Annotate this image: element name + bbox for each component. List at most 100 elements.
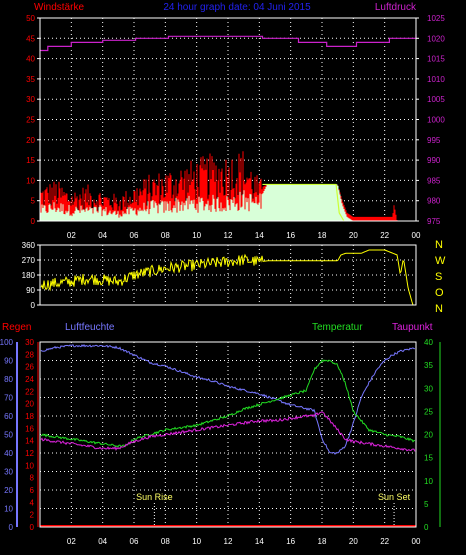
temperature-tick-label: 20 [424, 431, 433, 440]
wind-tick-label: 5 [31, 197, 36, 206]
rain-tick-label: 8 [30, 474, 35, 483]
rain-axis-title: Regen [2, 322, 31, 333]
temperature-tick-label: 30 [424, 384, 433, 393]
wind-x-tick-label: 04 [98, 231, 107, 240]
rain-tick-label: 4 [30, 498, 35, 507]
climate-x-tick-label: 02 [67, 537, 76, 546]
wind-x-tick-label: 18 [318, 231, 327, 240]
humidity-tick-label: 30 [4, 468, 13, 477]
pressure-axis-title: Luftdruck [375, 2, 417, 13]
temperature-tick-label: 0 [424, 523, 429, 532]
wind-x-tick-label: 22 [380, 231, 389, 240]
humidity-tick-label: 40 [4, 449, 13, 458]
direction-tick-label: 90 [26, 286, 35, 295]
rain-tick-label: 28 [25, 350, 34, 359]
wind-x-tick-label: 02 [67, 231, 76, 240]
climate-x-tick-label: 22 [380, 537, 389, 546]
wind-tick-label: 30 [26, 95, 35, 104]
pressure-tick-label: 1025 [427, 14, 445, 23]
direction-tick-label: 180 [22, 271, 36, 280]
climate-x-tick-label: 12 [224, 537, 233, 546]
wind-x-tick-label: 16 [286, 231, 295, 240]
rain-tick-label: 14 [25, 437, 34, 446]
wind-x-tick-label: 08 [161, 231, 170, 240]
humidity-tick-label: 10 [4, 505, 13, 514]
dewpoint-series [40, 411, 416, 452]
pressure-tick-label: 1005 [427, 95, 445, 104]
climate-x-tick-label: 08 [161, 537, 170, 546]
rain-tick-label: 12 [25, 449, 34, 458]
wind-x-tick-label: 10 [192, 231, 201, 240]
rain-tick-label: 16 [25, 424, 34, 433]
humidity-series [40, 344, 416, 455]
wind-axis-title: Windstärke [34, 2, 84, 13]
wind-steady-line [262, 183, 345, 222]
humidity-tick-label: 50 [4, 431, 13, 440]
humidity-axis-title: Luftfeuchte [65, 322, 115, 333]
temperature-tick-label: 15 [424, 454, 433, 463]
wind-average-series [40, 184, 354, 221]
wind-direction-series [40, 249, 415, 306]
rain-tick-label: 30 [25, 338, 34, 347]
wind-tick-label: 50 [26, 14, 35, 23]
rain-tick-label: 2 [30, 511, 35, 520]
pressure-tick-label: 995 [427, 136, 441, 145]
wind-tick-label: 10 [26, 176, 35, 185]
wind-tick-label: 25 [26, 116, 35, 125]
rain-tick-label: 6 [30, 486, 35, 495]
temperature-tick-label: 35 [424, 361, 433, 370]
humidity-tick-label: 60 [4, 412, 13, 421]
humidity-tick-label: 70 [4, 394, 13, 403]
climate-x-tick-label: 06 [130, 537, 139, 546]
climate-x-tick-label: 16 [286, 537, 295, 546]
wind-tick-label: 15 [26, 156, 35, 165]
temperature-axis-title: Temperatur [312, 322, 363, 333]
pressure-tick-label: 1020 [427, 34, 445, 43]
direction-tick-label: 0 [31, 301, 36, 310]
chart-title: 24 hour graph date: 04 Juni 2015 [163, 2, 311, 13]
wind-x-tick-label: 06 [130, 231, 139, 240]
rain-tick-label: 24 [25, 375, 34, 384]
humidity-tick-label: 80 [4, 375, 13, 384]
pressure-tick-label: 1015 [427, 55, 445, 64]
wind-x-tick-label: 00 [412, 231, 421, 240]
dewpoint-axis-title: Taupunkt [392, 322, 433, 333]
sun-rise-label: Sun Rise [136, 492, 173, 502]
humidity-tick-label: 90 [4, 357, 13, 366]
climate-x-tick-label: 10 [192, 537, 201, 546]
direction-letter-s: S [435, 271, 442, 283]
wind-tick-label: 40 [26, 55, 35, 64]
pressure-series [40, 34, 417, 52]
direction-letter-n-top: N [435, 239, 443, 251]
climate-x-tick-label: 04 [98, 537, 107, 546]
pressure-tick-label: 1010 [427, 75, 445, 84]
wind-x-tick-label: 12 [224, 231, 233, 240]
rain-tick-label: 20 [25, 400, 34, 409]
wind-tick-label: 0 [31, 217, 36, 226]
pressure-tick-label: 990 [427, 156, 441, 165]
climate-x-tick-label: 20 [349, 537, 358, 546]
pressure-tick-label: 1000 [427, 116, 445, 125]
rain-tick-label: 22 [25, 387, 34, 396]
climate-x-tick-label: 18 [318, 537, 327, 546]
direction-tick-label: 270 [22, 256, 36, 265]
rain-tick-label: 18 [25, 412, 34, 421]
humidity-tick-label: 0 [9, 523, 14, 532]
temperature-tick-label: 25 [424, 407, 433, 416]
rain-tick-label: 26 [25, 363, 34, 372]
temperature-series [40, 359, 416, 448]
direction-letter-o: O [435, 287, 444, 299]
temperature-tick-label: 40 [424, 338, 433, 347]
pressure-tick-label: 975 [427, 217, 441, 226]
rain-tick-label: 0 [30, 523, 35, 532]
sun-set-label: Sun Set [378, 492, 411, 502]
pressure-tick-label: 985 [427, 176, 441, 185]
wind-tick-label: 45 [26, 34, 35, 43]
climate-x-tick-label: 14 [255, 537, 264, 546]
wind-tick-label: 20 [26, 136, 35, 145]
direction-letter-n-bottom: N [435, 303, 443, 315]
wind-x-tick-label: 20 [349, 231, 358, 240]
humidity-tick-label: 100 [0, 338, 14, 347]
direction-tick-label: 360 [22, 241, 36, 250]
